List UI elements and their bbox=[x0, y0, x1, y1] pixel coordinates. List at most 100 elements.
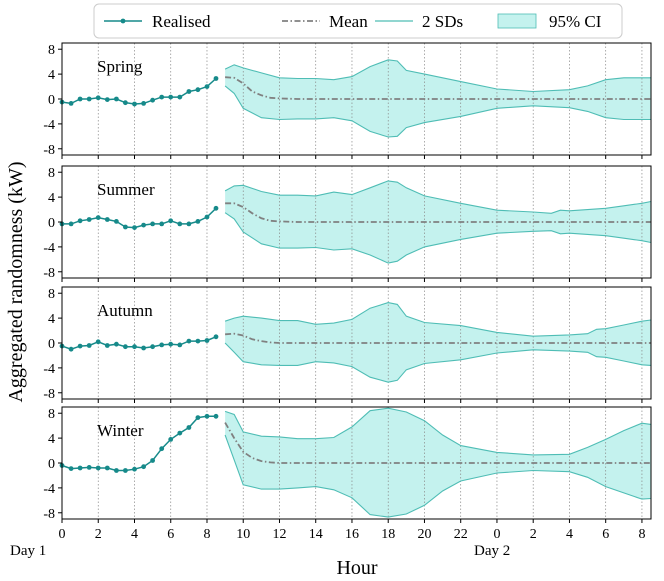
season-label: Spring bbox=[97, 57, 143, 76]
sd-upper-line bbox=[224, 407, 651, 456]
legend-sds-label: 2 SDs bbox=[422, 12, 463, 31]
realised-point bbox=[123, 344, 128, 350]
y-tick-label: -8 bbox=[43, 143, 55, 158]
y-tick-label: 4 bbox=[48, 191, 55, 206]
y-tick-label: -4 bbox=[43, 118, 55, 133]
realised-point bbox=[213, 334, 219, 340]
legend-ci-label: 95% CI bbox=[549, 12, 602, 31]
realised-point bbox=[132, 466, 137, 472]
realised-point bbox=[186, 338, 192, 344]
y-tick-label: 0 bbox=[48, 216, 55, 231]
realised-point bbox=[68, 221, 74, 227]
x-tick-label: 4 bbox=[131, 527, 138, 542]
realised-point bbox=[168, 437, 174, 442]
realised-point bbox=[86, 96, 92, 102]
ci-band bbox=[225, 408, 651, 518]
realised-point bbox=[77, 218, 83, 224]
realised-point bbox=[150, 344, 156, 350]
realised-point bbox=[104, 217, 110, 222]
y-tick-label: 8 bbox=[48, 43, 55, 58]
x-tick-label: 0 bbox=[59, 527, 66, 542]
x-tick-label: 18 bbox=[381, 527, 395, 542]
y-tick-label: -8 bbox=[43, 266, 55, 281]
realised-point bbox=[186, 89, 192, 94]
realised-point bbox=[104, 343, 110, 348]
legend-mean: Mean bbox=[282, 12, 368, 31]
realised-point bbox=[86, 343, 92, 348]
mean-line bbox=[225, 76, 651, 100]
realised-point bbox=[168, 341, 174, 347]
realised-point bbox=[177, 94, 183, 100]
realised-point bbox=[195, 219, 201, 224]
realised-point bbox=[68, 466, 74, 471]
realised-point bbox=[186, 425, 192, 430]
realised-point bbox=[168, 218, 174, 224]
y-tick-label: 8 bbox=[48, 407, 55, 422]
y-tick-label: -8 bbox=[43, 507, 55, 522]
panel-spring: 8 4 0 -4 -8 Spring bbox=[43, 42, 652, 159]
x-axis-label: Hour bbox=[336, 557, 377, 579]
legend-frame bbox=[93, 3, 623, 39]
realised-point bbox=[204, 338, 210, 343]
x-tick-label: 22 bbox=[454, 527, 468, 542]
realised-point bbox=[195, 338, 201, 344]
realised-point bbox=[168, 94, 174, 100]
realised-point bbox=[123, 100, 128, 106]
realised-point bbox=[86, 465, 92, 470]
y-tick-label: -8 bbox=[43, 387, 55, 402]
panel-winter: 8 4 0 -4 -8 Winter bbox=[43, 406, 652, 523]
y-tick-label: -4 bbox=[43, 482, 55, 497]
realised-point bbox=[114, 96, 119, 102]
legend-sds: 2 SDs bbox=[375, 12, 463, 31]
realised-point bbox=[77, 96, 83, 102]
legend-mean-label: Mean bbox=[329, 12, 368, 31]
realised-point bbox=[150, 458, 156, 463]
x-tick-label: 6 bbox=[167, 527, 174, 542]
realised-point bbox=[177, 221, 183, 227]
realised-point bbox=[95, 465, 101, 471]
realised-point bbox=[141, 222, 147, 228]
realised-point bbox=[141, 101, 147, 106]
sd-lower-line bbox=[224, 212, 651, 264]
season-label: Summer bbox=[97, 180, 155, 199]
realised-point bbox=[95, 215, 101, 221]
realised-point bbox=[159, 221, 165, 227]
x-tick-label: 2 bbox=[95, 527, 102, 542]
legend-realised: Realised bbox=[104, 12, 211, 31]
realised-point bbox=[104, 465, 110, 471]
realised-point bbox=[159, 94, 165, 100]
realised-point bbox=[123, 224, 128, 230]
realised-point bbox=[68, 101, 74, 106]
realised-point bbox=[177, 342, 183, 348]
realised-point bbox=[213, 413, 219, 419]
realised-point bbox=[204, 84, 210, 89]
realised-point bbox=[177, 430, 183, 436]
x-tick-label: 8 bbox=[203, 527, 210, 542]
y-tick-label: 8 bbox=[48, 287, 55, 302]
sd-lower-line bbox=[224, 434, 651, 518]
y-axis-label: Aggregated randomness (kW) bbox=[5, 161, 27, 402]
realised-point bbox=[159, 446, 165, 452]
y-tick-label: 4 bbox=[48, 68, 55, 83]
realised-point bbox=[141, 464, 147, 470]
sd-lower-line bbox=[224, 342, 651, 383]
y-tick-label: 8 bbox=[48, 166, 55, 181]
realised-line bbox=[61, 336, 217, 350]
x-tick-label: 4 bbox=[566, 527, 573, 542]
realised-point bbox=[204, 413, 210, 419]
realised-point bbox=[195, 415, 201, 420]
x-tick-label: 10 bbox=[236, 527, 250, 542]
y-tick-label: 0 bbox=[48, 93, 55, 108]
x-tick-label: 6 bbox=[602, 527, 609, 542]
realised-point bbox=[123, 468, 128, 473]
sd-upper-line bbox=[224, 180, 651, 214]
x-tick-label: 14 bbox=[309, 527, 323, 542]
realised-point bbox=[195, 87, 201, 93]
realised-point bbox=[104, 97, 110, 102]
realised-point bbox=[150, 221, 156, 227]
realised-line bbox=[62, 207, 217, 229]
mean-line bbox=[224, 422, 651, 464]
realised-point bbox=[213, 205, 219, 211]
x-tick-label: 2 bbox=[530, 527, 537, 542]
